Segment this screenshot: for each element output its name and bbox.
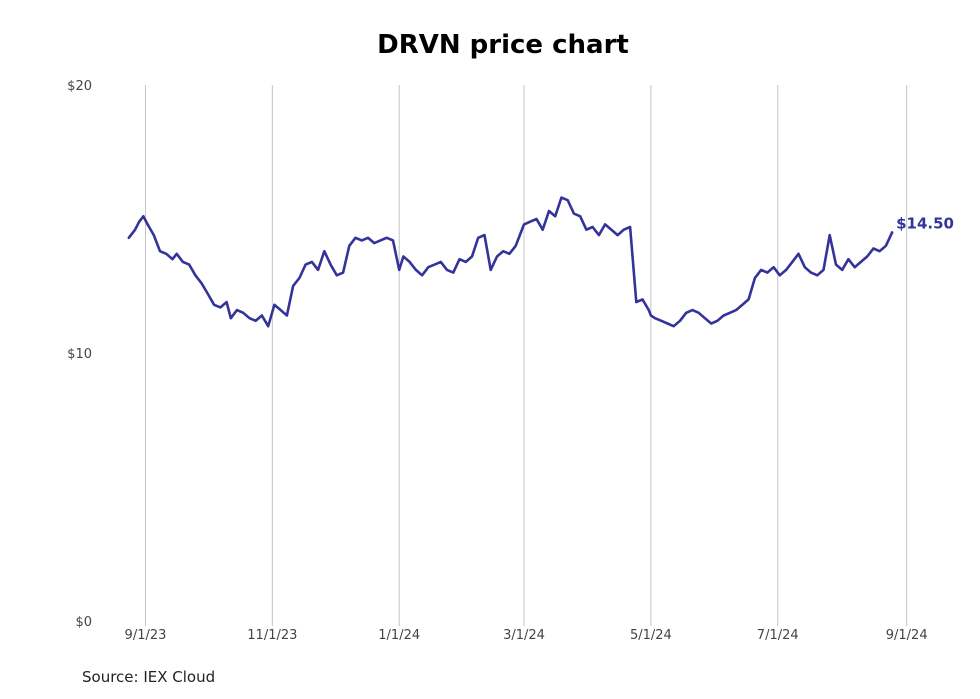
x-tick-label: 3/1/24 (503, 628, 545, 643)
y-tick-label: $10 (67, 347, 92, 362)
x-tick-label: 11/1/23 (247, 628, 297, 643)
x-tick-label: 7/1/24 (757, 628, 799, 643)
price-line (127, 196, 894, 328)
x-tick-label: 9/1/24 (886, 628, 928, 643)
end-value-label: $14.50 (896, 214, 954, 232)
gridlines (144, 85, 908, 621)
y-axis-ticks: $0 $10 $20 (67, 79, 92, 630)
y-tick-label: $0 (75, 615, 92, 630)
x-tick-label: 1/1/24 (378, 628, 420, 643)
source-note: Source: IEX Cloud (82, 668, 216, 686)
y-tick-label: $20 (67, 79, 92, 94)
x-tick-label: 5/1/24 (630, 628, 672, 643)
end-value: $14.50 (896, 214, 954, 232)
price-series (127, 196, 894, 328)
chart-title: DRVN price chart (377, 30, 629, 60)
x-axis-ticks: 9/1/23 11/1/23 1/1/24 3/1/24 5/1/24 7/1/24 9/1… (125, 621, 928, 643)
x-tick-label: 9/1/23 (125, 628, 167, 643)
